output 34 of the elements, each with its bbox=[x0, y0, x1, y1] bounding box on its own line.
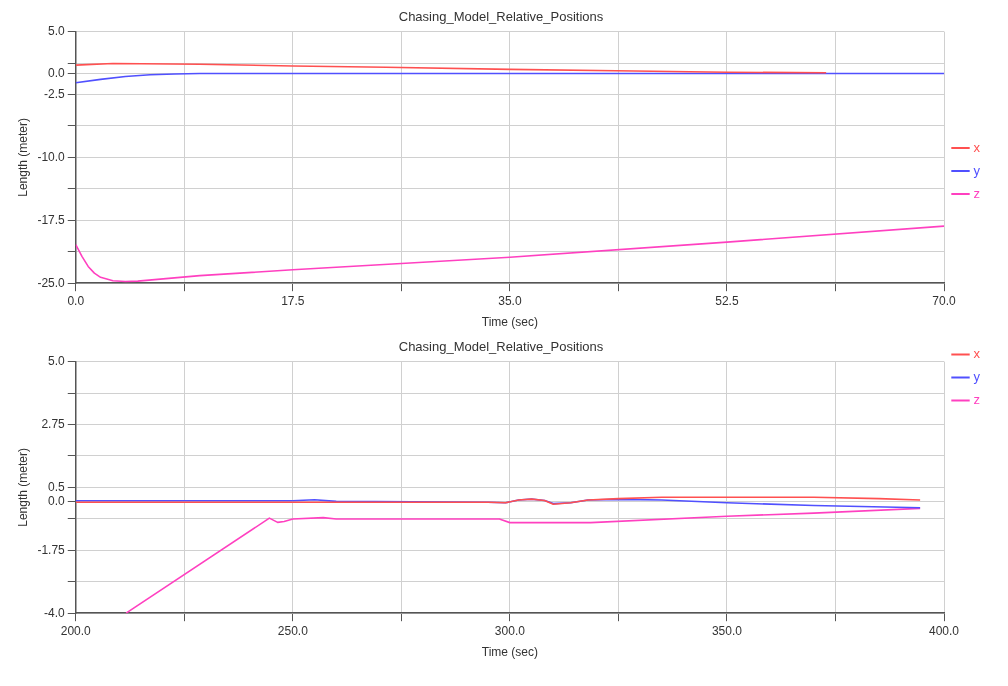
x-tick-label: 400.0 bbox=[928, 623, 960, 638]
x-tick-label: 300.0 bbox=[494, 623, 526, 638]
y-tick-label: -4.0 bbox=[44, 605, 66, 620]
y-axis-title: Length (meter) bbox=[15, 448, 30, 527]
y-tick-label: -1.75 bbox=[37, 542, 66, 557]
x-tick-label: 70.0 bbox=[932, 293, 956, 308]
legend-label: y bbox=[973, 369, 981, 385]
y-tick-label: 5.0 bbox=[48, 23, 66, 38]
y-tick-label: 5.0 bbox=[48, 353, 66, 368]
y-tick-label: -17.5 bbox=[37, 212, 66, 227]
legend-label: x bbox=[973, 346, 981, 362]
legend-label: x bbox=[973, 139, 981, 155]
y-tick-label: 0.0 bbox=[48, 65, 66, 80]
x-tick-label: 0.0 bbox=[67, 293, 85, 308]
x-axis-title: Time (sec) bbox=[481, 315, 538, 330]
x-tick-label: 52.5 bbox=[715, 293, 739, 308]
y-tick-label: 0.0 bbox=[48, 493, 66, 508]
legend-label: z bbox=[973, 185, 980, 201]
y-tick-label: 2.75 bbox=[41, 416, 66, 431]
x-tick-label: 35.0 bbox=[498, 293, 522, 308]
chart-title: Chasing_Model_Relative_Positions bbox=[398, 339, 604, 355]
y-tick-label: -25.0 bbox=[37, 275, 66, 290]
x-tick-label: 350.0 bbox=[711, 623, 743, 638]
y-tick-label: 0.5 bbox=[48, 479, 66, 494]
x-tick-label: 200.0 bbox=[60, 623, 92, 638]
y-axis-title: Length (meter) bbox=[15, 118, 30, 197]
x-tick-label: 17.5 bbox=[281, 293, 305, 308]
x-axis-title: Time (sec) bbox=[481, 645, 538, 660]
chart-title: Chasing_Model_Relative_Positions bbox=[398, 9, 604, 25]
y-tick-label: -10.0 bbox=[37, 149, 66, 164]
y-tick-label: -2.5 bbox=[44, 86, 66, 101]
legend-label: y bbox=[973, 162, 981, 178]
x-tick-label: 250.0 bbox=[277, 623, 309, 638]
legend-label: z bbox=[973, 392, 980, 408]
